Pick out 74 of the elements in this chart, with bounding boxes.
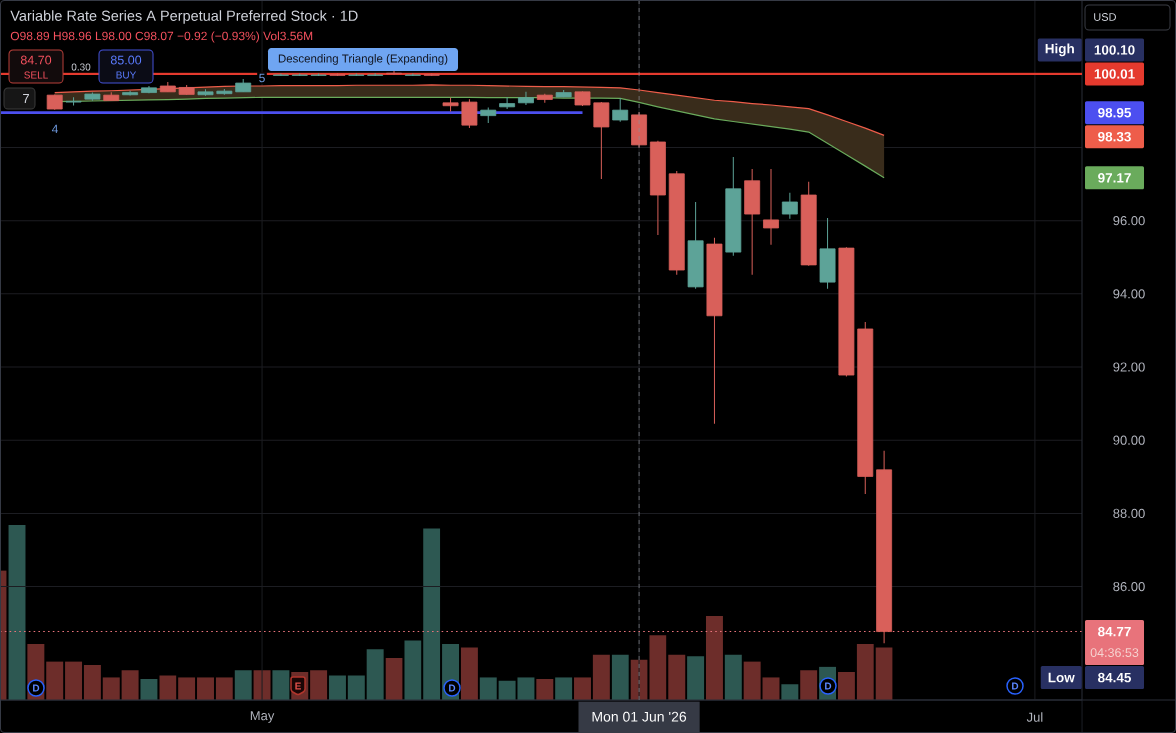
annotation: D [449,684,456,692]
bar [385,658,403,700]
annotation: Low [1048,672,1075,683]
candlestick [763,168,779,246]
bar [328,675,346,700]
x-tick-label: Mon 01 Jun '26 [592,711,687,722]
bar [781,684,799,700]
candlestick [499,96,516,110]
annotation: E [295,682,301,690]
text: 98.95 [1098,107,1132,118]
bar [423,528,441,700]
text: 04:36:53 [1090,648,1139,657]
bar [83,665,101,700]
text: USD [1094,13,1116,21]
annotation: 7 [23,94,29,103]
bar [856,644,874,700]
annotation: 5 [259,73,265,83]
annotation: D [33,684,40,692]
bar [705,616,723,700]
annotation: BUY [116,71,137,79]
annotation: 0.30 [71,63,91,71]
bar [102,677,120,700]
bar [366,649,384,700]
text: 98.33 [1098,131,1131,142]
bar [536,679,554,700]
bar [875,647,893,700]
bar [140,679,158,700]
candlestick [612,97,629,123]
candlestick [461,98,478,129]
bar [479,677,497,700]
annotation: D [825,682,832,690]
annotation: 85.00 [110,55,142,65]
annotation: 84.70 [20,55,52,65]
annotation: D [1012,682,1019,690]
y-tick-label: 86.00 [1113,581,1145,592]
ref-line-label: 84.77 [1098,626,1131,637]
bar [347,675,365,700]
bar [724,654,742,700]
bar [404,640,422,700]
ref-line-label: 100.01 [1094,69,1135,79]
bar [310,670,328,700]
bar [65,661,83,700]
bar [649,635,667,700]
text: 100.10 [1094,45,1135,55]
bar [687,656,705,700]
bar [668,654,686,700]
bar [197,677,214,700]
candlestick [386,70,402,76]
text: 84.45 [1098,672,1132,683]
y-tick-label: 90.00 [1113,435,1145,445]
candlestick [781,192,798,220]
bar [234,670,252,700]
y-tick-label: 92.00 [1113,362,1145,372]
bar [555,677,573,700]
bar [121,670,139,700]
y-tick-label: 88.00 [1113,508,1145,518]
annotation: High [1045,43,1074,57]
bar [46,661,64,700]
x-tick-label: Jul [1026,712,1043,722]
bar [574,677,591,700]
bar [611,654,629,700]
y-tick-label: 94.00 [1113,289,1145,299]
text: O98.89 H98.96 L98.00 C98.07 −0.92 (−0.93%) Vol3.56M [10,31,313,43]
annotation: Descending Triangle (Expanding) [278,54,448,65]
bar [460,647,478,700]
bar [592,654,610,700]
text: Variable Rate Series A Perpetual Preferred Stock · 1D [10,10,358,24]
annotation: SELL [24,71,48,79]
candlestick [518,91,534,106]
y-tick-label: 96.00 [1113,216,1145,226]
annotation: 4 [51,124,58,134]
bar [743,661,761,700]
x-tick-label: May [250,711,275,723]
text: 97.17 [1098,173,1131,183]
